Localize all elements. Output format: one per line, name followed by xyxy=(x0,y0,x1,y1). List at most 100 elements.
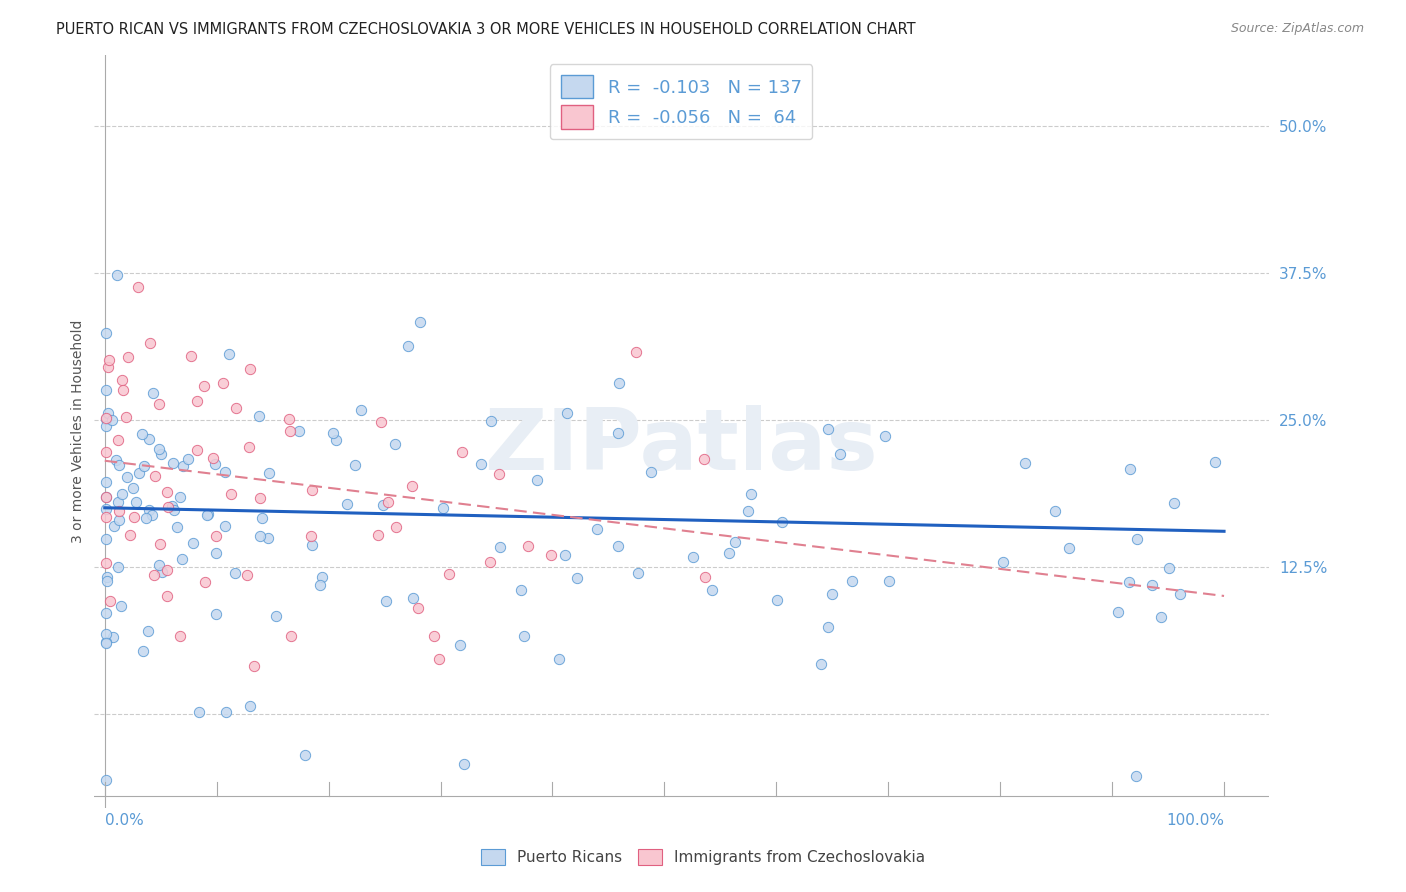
Point xyxy=(214,518,236,533)
Point xyxy=(94,419,117,434)
Point xyxy=(402,591,425,605)
Point xyxy=(142,386,165,401)
Point xyxy=(702,582,724,597)
Point xyxy=(396,339,419,353)
Point xyxy=(427,651,450,665)
Point xyxy=(218,346,240,360)
Point xyxy=(607,376,630,390)
Point xyxy=(108,504,131,518)
Point xyxy=(156,563,179,577)
Point xyxy=(717,546,740,560)
Y-axis label: 3 or more Vehicles in Household: 3 or more Vehicles in Household xyxy=(72,319,86,543)
Point xyxy=(122,510,145,524)
Text: Source: ZipAtlas.com: Source: ZipAtlas.com xyxy=(1230,22,1364,36)
Point xyxy=(817,422,839,436)
Point xyxy=(1107,605,1129,619)
Point xyxy=(311,570,333,584)
Point xyxy=(156,500,179,515)
Point xyxy=(309,578,332,592)
Point xyxy=(94,445,117,459)
Point xyxy=(737,504,759,518)
Point xyxy=(221,487,243,501)
Point xyxy=(453,757,475,772)
Point xyxy=(94,772,117,787)
Point xyxy=(96,570,118,584)
Point xyxy=(294,748,316,763)
Point xyxy=(188,706,211,720)
Point xyxy=(406,601,429,615)
Point xyxy=(94,556,117,570)
Point xyxy=(555,406,578,420)
Point xyxy=(181,536,204,550)
Point xyxy=(215,706,238,720)
Point xyxy=(94,636,117,650)
Point xyxy=(110,373,132,387)
Point xyxy=(322,425,344,440)
Point xyxy=(239,362,262,376)
Point xyxy=(101,630,124,644)
Point xyxy=(149,447,172,461)
Point xyxy=(1126,532,1149,546)
Point xyxy=(370,415,392,429)
Point xyxy=(236,567,259,582)
Point xyxy=(107,434,129,448)
Point xyxy=(257,466,280,480)
Point xyxy=(991,555,1014,569)
Point xyxy=(211,376,233,390)
Point xyxy=(94,412,117,426)
Point xyxy=(197,508,219,522)
Point xyxy=(1014,456,1036,470)
Point xyxy=(1142,577,1164,591)
Point xyxy=(488,540,510,554)
Point xyxy=(377,495,399,509)
Point xyxy=(385,519,408,533)
Point xyxy=(766,593,789,607)
Point xyxy=(1150,610,1173,624)
Point xyxy=(449,638,471,652)
Point xyxy=(143,568,166,582)
Point xyxy=(195,508,218,523)
Point xyxy=(107,458,129,472)
Point xyxy=(96,607,118,621)
Point xyxy=(132,644,155,658)
Point xyxy=(94,490,117,504)
Point xyxy=(97,406,120,420)
Point xyxy=(692,452,714,467)
Point xyxy=(194,574,217,589)
Point xyxy=(336,498,359,512)
Point xyxy=(122,481,145,495)
Point xyxy=(526,473,548,487)
Point xyxy=(249,491,271,505)
Point xyxy=(205,607,228,621)
Point xyxy=(488,467,510,481)
Point xyxy=(451,444,474,458)
Point xyxy=(94,326,117,340)
Point xyxy=(1118,575,1140,590)
Point xyxy=(375,594,398,608)
Point xyxy=(841,574,863,589)
Point xyxy=(94,491,117,505)
Text: PUERTO RICAN VS IMMIGRANTS FROM CZECHOSLOVAKIA 3 OR MORE VEHICLES IN HOUSEHOLD C: PUERTO RICAN VS IMMIGRANTS FROM CZECHOSL… xyxy=(56,22,915,37)
Point xyxy=(243,658,266,673)
Point xyxy=(516,539,538,553)
Point xyxy=(585,522,607,536)
Point xyxy=(172,459,194,474)
Point xyxy=(280,629,302,643)
Point xyxy=(186,393,208,408)
Point xyxy=(214,465,236,479)
Point xyxy=(225,401,247,415)
Point xyxy=(117,350,139,364)
Point xyxy=(202,451,225,466)
Point xyxy=(1059,541,1081,556)
Point xyxy=(810,657,832,671)
Point xyxy=(325,434,347,448)
Point xyxy=(627,566,650,580)
Point xyxy=(148,558,170,573)
Point xyxy=(138,503,160,517)
Point xyxy=(423,629,446,643)
Point xyxy=(118,528,141,542)
Point xyxy=(607,539,630,553)
Point xyxy=(1168,587,1191,601)
Point xyxy=(143,469,166,483)
Point xyxy=(94,502,117,516)
